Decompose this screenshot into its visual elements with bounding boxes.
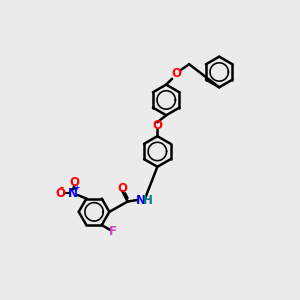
Text: N: N [68, 187, 78, 200]
Text: O: O [172, 67, 182, 80]
Text: +: + [74, 184, 80, 193]
Text: H: H [142, 194, 152, 207]
Text: O: O [69, 176, 79, 189]
Text: F: F [109, 225, 117, 238]
Text: O: O [152, 119, 162, 132]
Text: O: O [117, 182, 127, 195]
Text: N: N [136, 194, 146, 207]
Text: O: O [55, 187, 65, 200]
Text: -: - [59, 182, 64, 192]
